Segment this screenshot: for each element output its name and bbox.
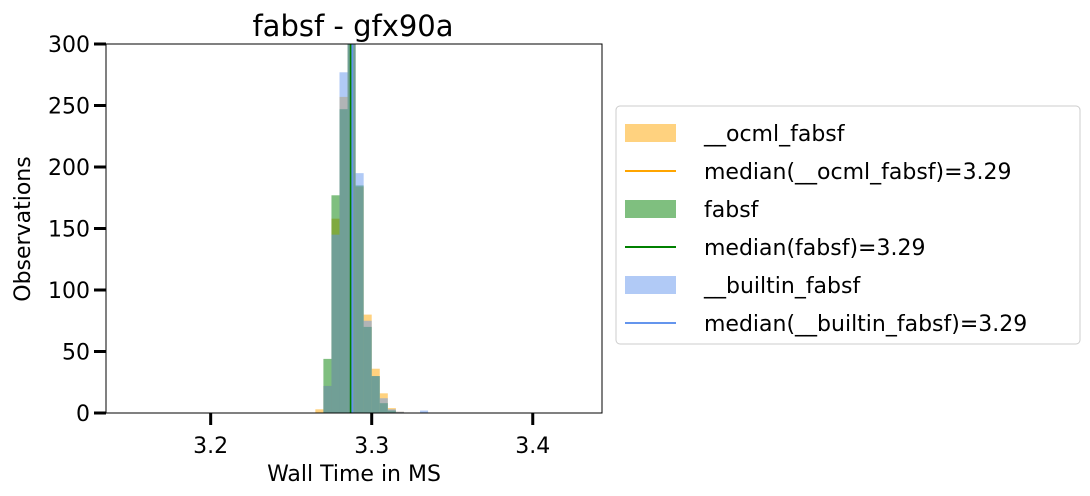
legend-box <box>615 105 1081 345</box>
legend-patch <box>625 200 676 218</box>
legend-patch <box>625 276 676 294</box>
x-axis-label: Wall Time in MS <box>267 462 441 487</box>
histogram-bar-series-2 <box>395 411 404 413</box>
legend: __ocml_fabsf median(__ocml_fabsf)=3.29fab… <box>615 105 1081 345</box>
histogram-bar-series-2 <box>355 173 364 413</box>
y-tick-label: 200 <box>48 156 90 181</box>
legend-median-label: median(__builtin_fabsf)=3.29 <box>704 312 1027 337</box>
x-axis: 3.2 3.3 3.4 <box>193 413 550 459</box>
histogram-bar-series-2 <box>387 409 396 413</box>
histogram-bar-series-2 <box>371 376 380 413</box>
y-tick-label: 300 <box>48 33 90 58</box>
chart-title: fabsf - gfx90a <box>252 9 453 43</box>
y-tick-label: 50 <box>62 341 90 366</box>
y-tick-label: 150 <box>48 218 90 243</box>
legend-label: __builtin_fabsf <box>703 274 861 299</box>
legend-label: __ocml_fabsf <box>703 122 846 147</box>
histogram-bar-series-2 <box>323 385 332 413</box>
histogram-bar-series-2 <box>339 72 348 413</box>
legend-median-label: median(__ocml_fabsf)=3.29 <box>704 160 1012 185</box>
legend-label: fabsf <box>704 198 760 223</box>
legend-patch <box>625 124 676 142</box>
histogram-bars <box>315 44 429 413</box>
median-lines <box>349 44 354 413</box>
x-tick-label: 3.2 <box>193 434 228 459</box>
x-tick-label: 3.4 <box>515 434 550 459</box>
histogram-bar-series-0 <box>315 409 324 413</box>
histogram-bar-series-2 <box>331 234 340 413</box>
histogram-bar-series-2 <box>379 398 388 413</box>
y-tick-label: 100 <box>48 279 90 304</box>
y-axis: 0 50 100 150 200 250 300 <box>48 33 106 427</box>
x-tick-label: 3.3 <box>354 434 389 459</box>
y-tick-label: 0 <box>76 402 90 427</box>
histogram-bar-series-2 <box>363 320 372 413</box>
histogram-bar-series-2 <box>420 410 429 413</box>
legend-median-label: median(fabsf)=3.29 <box>704 236 925 261</box>
y-axis-label: Observations <box>11 156 36 301</box>
y-tick-label: 250 <box>48 95 90 120</box>
